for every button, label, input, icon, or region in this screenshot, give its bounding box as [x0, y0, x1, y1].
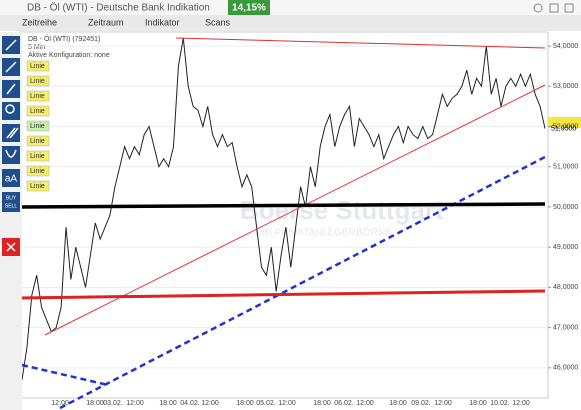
menu-item[interactable]: Indikator [145, 17, 180, 27]
config: Aktive Konfiguration: none [28, 52, 110, 59]
tool-label: Linie [30, 168, 45, 175]
menu-bar [0, 15, 581, 31]
label-box [26, 120, 50, 132]
y-tick-label: 52,0000 [553, 123, 578, 130]
horizontal-line [19, 289, 546, 300]
trendline [59, 155, 546, 410]
trendline [21, 363, 109, 387]
tool-icons: aA BUY SELL [2, 36, 20, 256]
label-box [26, 165, 50, 177]
watermark-tagline: DIE PRIVATANLEGERBÖRSE [255, 227, 391, 239]
x-tick-label: 04.02. [180, 400, 200, 407]
title-bar [0, 0, 581, 15]
x-tick-label: 09.02. [411, 400, 431, 407]
y-tick-label: 49,0000 [553, 244, 578, 251]
change-value: 14,15% [232, 3, 266, 14]
tool-glyph [6, 242, 16, 252]
label-box [26, 60, 50, 72]
tool-label: Linie [30, 63, 45, 70]
menu-item[interactable]: Zeitraum [88, 17, 124, 27]
watermark: Boerse Stuttgart [240, 195, 444, 225]
x-tick-label: 18:00 [469, 400, 487, 407]
label-box [26, 105, 50, 117]
tool-label: Linie [30, 153, 45, 160]
x-tick-label: 12:00 [512, 400, 530, 407]
tool-glyph [5, 104, 15, 114]
window-title: DB - Öl (WTI) - Deutsche Bank Indikation [27, 2, 210, 14]
current-price: 51,9500 [551, 125, 576, 132]
tool-label: Linie [30, 123, 45, 130]
tool-glyphs [5, 39, 19, 158]
y-tick-label: 48,0000 [553, 284, 578, 291]
label-box [26, 180, 50, 192]
x-tick-label: 12:00 [51, 400, 69, 407]
x-tick-label: 05.02. [256, 400, 276, 407]
instrument: DB - Öl (WTI) (792451) [28, 35, 100, 43]
x-tick-label: 12:00 [201, 400, 219, 407]
window-icons [533, 3, 574, 13]
current-price-box [548, 117, 581, 128]
x-tick-label: 12:00 [434, 400, 452, 407]
sell: SELL [5, 203, 17, 209]
price-line [21, 37, 546, 380]
x-tick-label: 18:00 [159, 400, 177, 407]
label-box [26, 90, 50, 102]
label-box [26, 75, 50, 87]
horizontal-line [19, 202, 546, 209]
y-tick-label: 51,0000 [553, 164, 578, 171]
tool-curve[interactable] [2, 146, 20, 164]
x-tick-label: 06.02. [334, 400, 354, 407]
tool-text[interactable] [2, 169, 20, 187]
x-tick-label: 18:00 [236, 400, 254, 407]
x-tick-label: 12:00 [278, 400, 296, 407]
trendline [175, 37, 546, 49]
drawings [19, 37, 546, 410]
tool-trade[interactable] [2, 192, 20, 212]
y-tick-label: 54,0000 [553, 43, 578, 50]
menu-item[interactable]: Scans [205, 17, 231, 27]
x-tick-label: 12:00 [126, 400, 144, 407]
change-badge [228, 0, 270, 15]
tool-label: Linie [30, 138, 45, 145]
text-tool: aA [5, 174, 18, 185]
x-tick-label: 12:00 [356, 400, 374, 407]
label-box [26, 150, 50, 162]
icon [533, 3, 543, 13]
tool-label: Linie [30, 108, 45, 115]
trendline [44, 84, 546, 336]
y-tick-label: 50,0000 [553, 204, 578, 211]
x-tick-label: 18:00 [313, 400, 331, 407]
x-tick-label: 18:00 [86, 400, 104, 407]
y-tick-label: 53,0000 [553, 83, 578, 90]
icon [549, 3, 559, 13]
x-tick-label: 18:00 [389, 400, 407, 407]
x-tick-label: 10.02. [490, 400, 510, 407]
buy: BUY [6, 195, 17, 201]
menu-item[interactable]: Zeitreihe [22, 17, 57, 27]
icon [564, 3, 574, 13]
tool-label: Linie [30, 183, 45, 190]
tool-label: Linie [30, 93, 45, 100]
y-tick-label: 46,0000 [553, 365, 578, 372]
label-box [26, 135, 50, 147]
y-tick-label: 47,0000 [553, 324, 578, 331]
x-tick-label: 03.02. [103, 400, 123, 407]
interval: 5 Min [28, 44, 45, 51]
tool-label: Linie [30, 78, 45, 85]
